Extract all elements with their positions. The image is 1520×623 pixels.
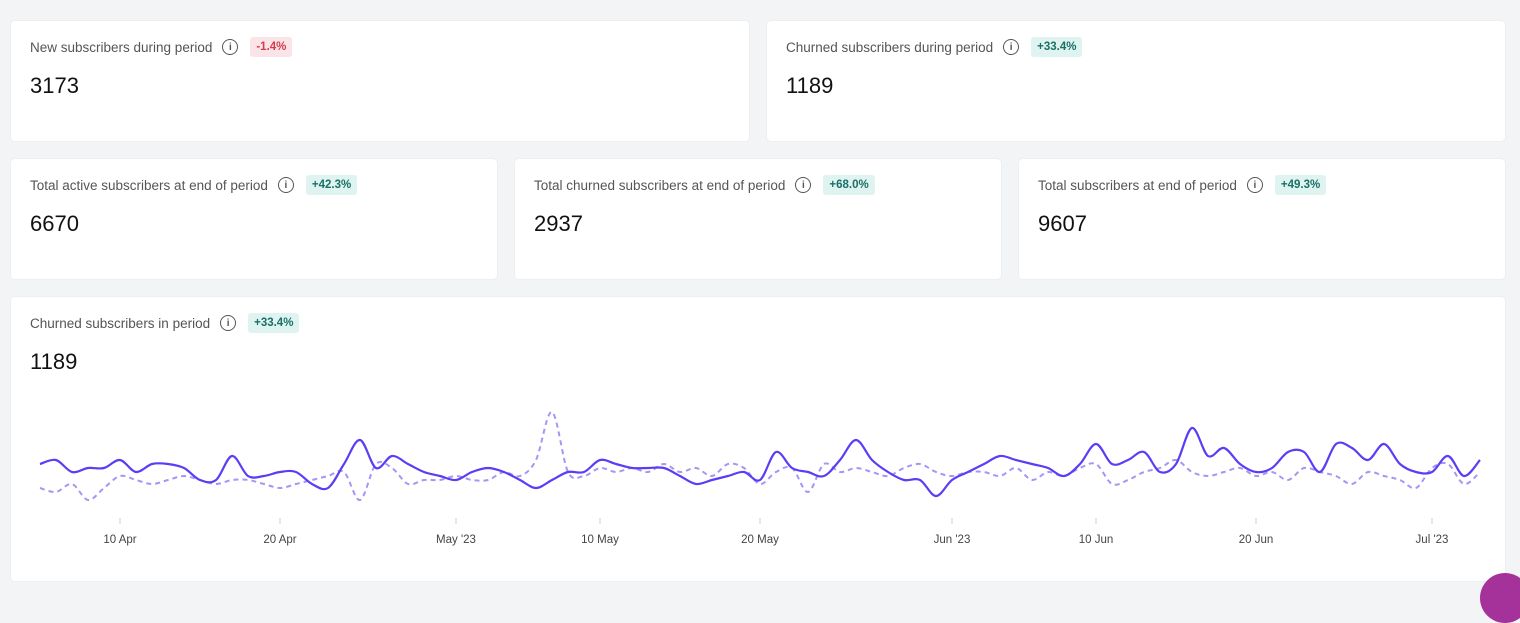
info-icon[interactable]: i — [220, 315, 237, 331]
card-value: 9607 — [1038, 211, 1087, 236]
card-value: 6670 — [30, 211, 79, 236]
card-value: 3173 — [30, 73, 79, 98]
card-title: Total subscribers at end of period — [1038, 177, 1237, 193]
chat-button[interactable] — [1480, 573, 1520, 623]
card-title: Churned subscribers during period — [786, 39, 994, 55]
info-icon[interactable]: i — [222, 39, 239, 55]
change-badge: +33.4% — [1031, 37, 1083, 57]
chart-value: 1189 — [30, 349, 78, 374]
change-badge: +42.3% — [305, 175, 358, 195]
change-badge: +49.3% — [1274, 175, 1327, 195]
card-total-active: Total active subscribers at end of perio… — [11, 159, 497, 279]
chart-title: Churned subscribers in period — [30, 315, 211, 331]
info-icon[interactable]: i — [277, 177, 294, 193]
card-title: New subscribers during period — [30, 39, 213, 55]
card-title: Total churned subscribers at end of peri… — [534, 177, 786, 193]
card-value: 1189 — [786, 73, 834, 98]
info-icon[interactable]: i — [1246, 177, 1263, 193]
card-churned-subscribers: Churned subscribers during period i +33.4%… — [767, 21, 1505, 141]
info-icon[interactable]: i — [1003, 39, 1020, 55]
card-title: Total active subscribers at end of perio… — [30, 177, 268, 193]
change-badge: -1.4% — [250, 37, 293, 57]
chart-card: Churned subscribers in period i +33.4% 118… — [11, 297, 1505, 581]
card-total-churned: Total churned subscribers at end of peri… — [515, 159, 1001, 279]
change-badge: +68.0% — [823, 175, 875, 195]
change-badge: +33.4% — [248, 313, 300, 333]
card-value: 2937 — [534, 211, 583, 236]
card-new-subscribers: New subscribers during period i -1.4% 3173 — [11, 21, 749, 141]
card-total-subscribers: Total subscribers at end of period i +49.3… — [1019, 159, 1505, 279]
info-icon[interactable]: i — [795, 177, 812, 193]
